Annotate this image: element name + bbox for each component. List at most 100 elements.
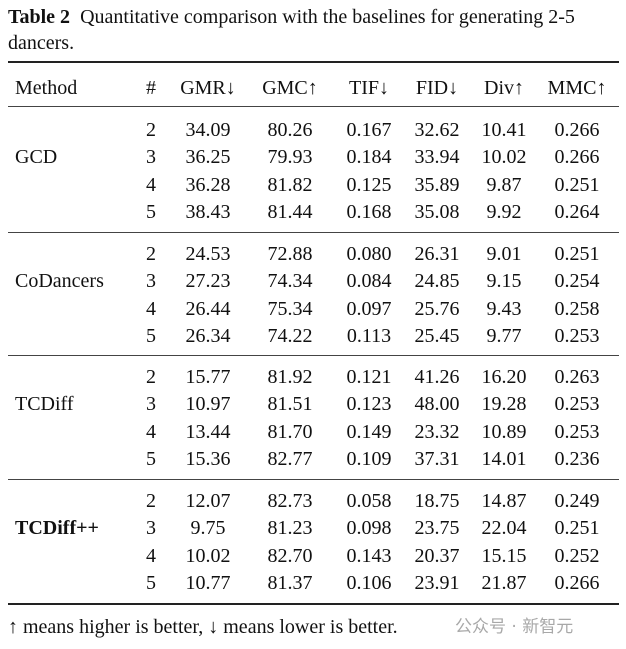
table-cell: 21.87 xyxy=(481,571,527,594)
method-name: GCD xyxy=(15,145,58,168)
bottom-rule xyxy=(8,603,619,605)
table-cell: 81.92 xyxy=(267,366,313,388)
table-cell: 0.236 xyxy=(554,447,600,470)
table-cell: 0.097 xyxy=(346,297,392,320)
table-cell: 2 xyxy=(146,366,156,388)
table-cell: 10.02 xyxy=(481,146,527,169)
table-row: 2 34.09 80.26 0.167 32.62 10.41 0.266 xyxy=(8,117,619,144)
table-cell: 36.28 xyxy=(185,173,231,196)
table-row: 4 13.44 81.70 0.149 23.32 10.89 0.253 xyxy=(8,419,619,446)
table-cell: 0.251 xyxy=(554,243,600,265)
table-cell: 18.75 xyxy=(414,490,460,512)
table-cell: 3 xyxy=(146,393,156,416)
table-cell: 19.28 xyxy=(481,393,527,416)
table-cell: 72.88 xyxy=(267,243,313,265)
table-cell: 15.36 xyxy=(185,447,231,470)
table-cell: 16.20 xyxy=(481,366,527,388)
table-cell: 32.62 xyxy=(414,119,460,141)
table-row: 5 26.34 74.22 0.113 25.45 9.77 0.253 xyxy=(8,323,619,350)
table-cell: 5 xyxy=(146,200,156,223)
table-cell: 0.098 xyxy=(346,517,392,540)
table-cell: 25.45 xyxy=(414,324,460,347)
table-cell: 0.084 xyxy=(346,270,392,293)
table-cell: 37.31 xyxy=(414,447,460,470)
table-cell: 0.251 xyxy=(554,517,600,540)
table-cell: 0.253 xyxy=(554,393,600,416)
table-cell: 22.04 xyxy=(481,517,527,540)
table-cell: 4 xyxy=(146,420,156,443)
footnote: ↑ means higher is better, ↓ means lower … xyxy=(8,616,398,638)
table-cell: 81.82 xyxy=(267,173,313,196)
watermark: 公众号 · 新智元 xyxy=(455,617,574,637)
table-row: 2 12.07 82.73 0.058 18.75 14.87 0.249 xyxy=(8,488,619,515)
table-cell: 81.23 xyxy=(267,517,313,540)
table-cell: 23.91 xyxy=(414,571,460,594)
group-rule xyxy=(8,232,619,234)
method-name: TCDiff xyxy=(15,392,74,415)
table-cell: 10.41 xyxy=(481,119,527,141)
table-row: 5 38.43 81.44 0.168 35.08 9.92 0.264 xyxy=(8,199,619,226)
table-cell: 0.263 xyxy=(554,366,600,388)
table-cell: 81.70 xyxy=(267,420,313,443)
table-cell: 26.31 xyxy=(414,243,460,265)
table-cell: 33.94 xyxy=(414,146,460,169)
table-cell: 15.77 xyxy=(185,366,231,388)
header-row: Method # GMR↓ GMC↑ TIF↓ FID↓ Div↑ MMC↑ xyxy=(8,75,619,102)
table-cell: 20.37 xyxy=(414,544,460,567)
table-row: 5 10.77 81.37 0.106 23.91 21.87 0.266 xyxy=(8,570,619,597)
table-row: 4 26.44 75.34 0.097 25.76 9.43 0.258 xyxy=(8,296,619,323)
table-cell: 14.87 xyxy=(481,490,527,512)
table-cell: 75.34 xyxy=(267,297,313,320)
table-cell: 0.266 xyxy=(554,571,600,594)
table-cell: 0.168 xyxy=(346,200,392,223)
table-row: 3 9.75 81.23 0.098 23.75 22.04 0.251 xyxy=(8,515,619,542)
table-row: 2 24.53 72.88 0.080 26.31 9.01 0.251 xyxy=(8,241,619,268)
table-cell: 5 xyxy=(146,324,156,347)
table-cell: 14.01 xyxy=(481,447,527,470)
table-cell: 35.08 xyxy=(414,200,460,223)
table-cell: 10.02 xyxy=(185,544,231,567)
table-cell: 4 xyxy=(146,173,156,196)
table-cell: 5 xyxy=(146,447,156,470)
table-cell: 0.253 xyxy=(554,324,600,347)
table-cell: 82.70 xyxy=(267,544,313,567)
table-cell: 36.25 xyxy=(185,146,231,169)
table-cell: 35.89 xyxy=(414,173,460,196)
table-cell: 4 xyxy=(146,544,156,567)
table-cell: 74.22 xyxy=(267,324,313,347)
table-cell: 41.26 xyxy=(414,366,460,388)
table-cell: 0.143 xyxy=(346,544,392,567)
caption-label: Table 2 xyxy=(8,6,71,28)
table-cell: 80.26 xyxy=(267,119,313,141)
table-cell: 82.73 xyxy=(267,490,313,512)
table-cell: 26.44 xyxy=(185,297,231,320)
table-cell: 81.51 xyxy=(267,393,313,416)
column-header: FID↓ xyxy=(415,77,459,99)
table-cell: 9.43 xyxy=(486,297,522,320)
table-cell: 23.32 xyxy=(414,420,460,443)
table-cell: 0.121 xyxy=(346,366,392,388)
table-cell: 3 xyxy=(146,517,156,540)
table-cell: 9.15 xyxy=(486,270,522,293)
group-rule xyxy=(8,355,619,357)
table-cell: 82.77 xyxy=(267,447,313,470)
table-row: 3 10.97 81.51 0.123 48.00 19.28 0.253 xyxy=(8,391,619,418)
table-cell: 0.123 xyxy=(346,393,392,416)
column-header: MMC↑ xyxy=(547,77,607,99)
table-cell: 0.184 xyxy=(346,146,392,169)
table-cell: 10.77 xyxy=(185,571,231,594)
table-cell: 25.76 xyxy=(414,297,460,320)
column-header: TIF↓ xyxy=(349,77,389,99)
column-header: Div↑ xyxy=(484,77,524,99)
table-cell: 9.77 xyxy=(486,324,522,347)
table-cell: 4 xyxy=(146,297,156,320)
top-rule xyxy=(8,61,619,63)
table-cell: 2 xyxy=(146,119,156,141)
column-header: Method xyxy=(15,77,78,99)
table-cell: 0.252 xyxy=(554,544,600,567)
table-cell: 0.080 xyxy=(346,243,392,265)
table-cell: 0.109 xyxy=(346,447,392,470)
table-row: 2 15.77 81.92 0.121 41.26 16.20 0.263 xyxy=(8,364,619,391)
column-header: GMC↑ xyxy=(262,77,318,99)
group-rule xyxy=(8,479,619,481)
